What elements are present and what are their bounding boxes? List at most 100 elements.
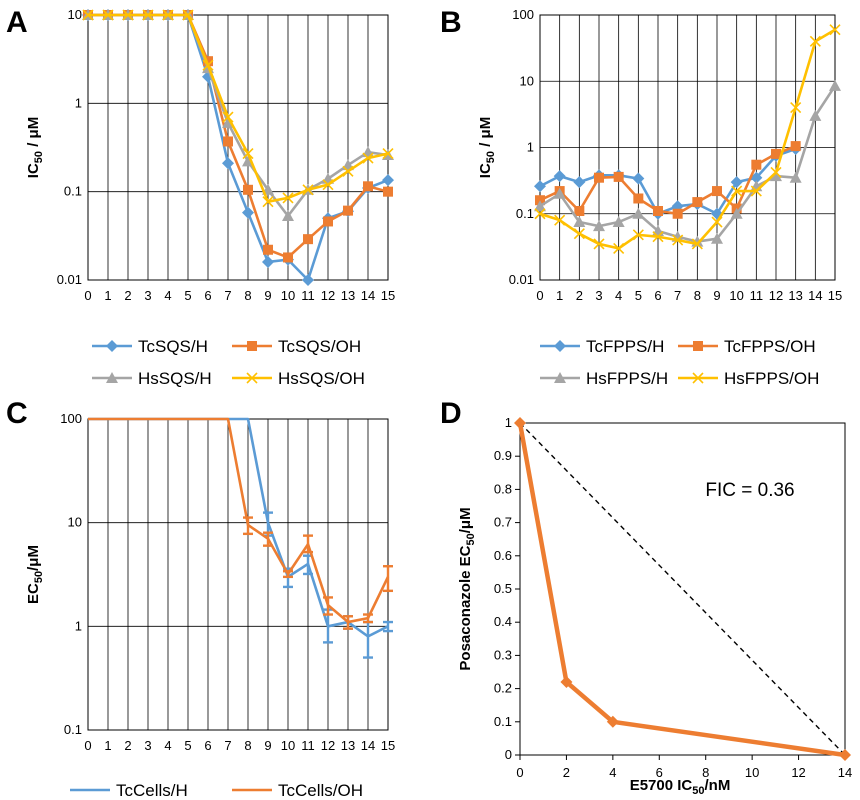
data-point (711, 232, 723, 244)
x-tick-label-a: 3 (144, 288, 151, 303)
data-point (790, 141, 801, 152)
data-point (730, 176, 743, 189)
y-tick-label-b: 100 (512, 7, 534, 22)
legend-label: TcCells/H (116, 781, 188, 800)
x-tick-label-a: 14 (361, 288, 375, 303)
x-tick-label-c: 13 (341, 738, 355, 753)
data-point (809, 109, 822, 121)
series-line-d (517, 422, 846, 758)
series-b-1 (535, 141, 801, 219)
panel-letter-c: C (6, 397, 28, 430)
data-point (262, 255, 274, 268)
data-point (242, 206, 254, 219)
data-point (534, 200, 546, 212)
y-tick-label-d: 0.7 (494, 515, 512, 530)
data-point (573, 176, 586, 189)
data-point (790, 102, 802, 114)
legend-label: HsFPPS/OH (724, 369, 819, 388)
data-point (282, 210, 294, 222)
y-tick-label-c: 1 (75, 618, 82, 633)
x-tick-label-a: 2 (124, 288, 131, 303)
y-tick-label-d: 1 (505, 415, 512, 430)
data-point (553, 170, 566, 183)
x-tick-label-a: 5 (184, 288, 191, 303)
x-tick-label-c: 1 (104, 738, 111, 753)
y-tick-label-a: 0.1 (64, 184, 82, 199)
data-point (560, 675, 573, 688)
data-point (691, 238, 703, 250)
plot-area-d (519, 422, 846, 756)
x-tick-label-b: 14 (808, 288, 822, 303)
x-tick-label-c: 15 (381, 738, 395, 753)
x-tick-label-c: 11 (301, 738, 315, 753)
legend-label: TcSQS/OH (278, 337, 361, 356)
data-point (102, 9, 114, 21)
y-axis-label-a: IC50 / μM (25, 117, 45, 178)
data-point (712, 186, 722, 197)
data-point (362, 152, 374, 164)
y-tick-label-d: 0.4 (494, 614, 512, 629)
data-point (652, 231, 664, 243)
data-point (770, 170, 782, 182)
data-point (573, 228, 585, 240)
x-tick-label-a: 13 (341, 288, 355, 303)
data-point (554, 214, 566, 226)
series-b-3 (534, 24, 841, 254)
series-line-b-3 (539, 28, 836, 250)
x-tick-label-b: 5 (635, 288, 642, 303)
data-point (692, 197, 703, 208)
data-point (382, 147, 394, 160)
legend-marker (692, 372, 704, 384)
y-axis-label-c: EC50/μM (25, 545, 45, 604)
chart-d: 0 2 4 6 8 10 12 14 0 0.1 0.2 0.3 0.4 0.5 0.6 0.7 0.8 0.9 1… (457, 415, 852, 797)
x-tick-label-b: 1 (556, 288, 563, 303)
series-b-2 (534, 79, 841, 247)
x-tick-label-b: 3 (595, 288, 602, 303)
data-point (553, 187, 566, 199)
data-point (222, 157, 234, 170)
y-tick-label-d: 0 (505, 747, 512, 762)
data-point (262, 196, 274, 208)
data-point (222, 111, 234, 123)
y-tick-label-b: 1 (527, 140, 534, 155)
y-tick-label-d: 0.2 (494, 681, 512, 696)
data-point (514, 417, 526, 429)
x-tick-label-d: 0 (516, 765, 523, 780)
x-tick-label-c: 8 (244, 738, 251, 753)
series-line-c-0 (88, 417, 389, 638)
x-tick-label-b: 15 (828, 288, 842, 303)
legend-marker (106, 340, 118, 352)
x-tick-label-b: 4 (615, 288, 622, 303)
data-point (82, 9, 94, 21)
x-tick-label-d: 6 (656, 765, 663, 780)
series-a-3 (82, 9, 394, 208)
x-tick-label-c: 12 (321, 738, 335, 753)
series-line-c-1 (88, 417, 390, 624)
series-b-0 (534, 142, 802, 220)
x-tick-label-c: 7 (224, 738, 231, 753)
data-point (363, 181, 373, 192)
data-point (242, 147, 254, 160)
data-point (613, 171, 624, 182)
data-point (711, 216, 723, 228)
x-tick-label-a: 12 (321, 288, 335, 303)
data-point (809, 35, 821, 47)
data-point (534, 180, 546, 193)
series-line-b-2 (539, 85, 837, 243)
x-axis-label-d: E5700 IC50/nM (630, 777, 731, 797)
x-tick-label-c: 2 (124, 738, 131, 753)
data-point (142, 9, 154, 21)
x-tick-label-b: 10 (729, 288, 743, 303)
x-tick-label-b: 6 (654, 288, 661, 303)
data-point (789, 171, 802, 183)
data-point (730, 207, 743, 219)
legend-label: HsSQS/OH (278, 369, 365, 388)
series-d-0 (514, 417, 851, 761)
y-tick-label-d: 0.1 (494, 714, 512, 729)
x-tick-label-c: 6 (204, 738, 211, 753)
x-tick-label-d: 8 (702, 765, 709, 780)
x-tick-label-b: 13 (788, 288, 802, 303)
y-tick-label-c: 10 (68, 515, 82, 530)
fic-annotation: FIC = 0.36 (705, 480, 794, 501)
series-c-1 (88, 417, 393, 630)
